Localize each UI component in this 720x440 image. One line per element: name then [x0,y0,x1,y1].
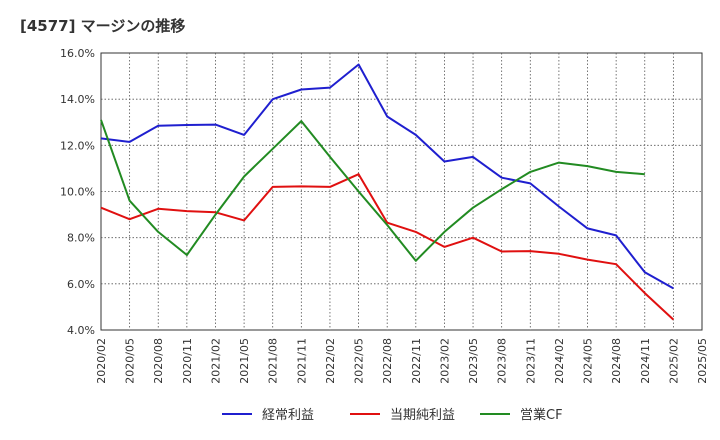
y-tick-label: 16.0% [60,47,95,60]
x-tick-label: 2023/08 [496,338,509,384]
series-line-3 [100,119,645,262]
x-tick-label: 2023/02 [438,338,451,384]
x-tick-label: 2023/11 [524,338,537,384]
x-tick-label: 2024/02 [553,338,566,384]
legend-label: 当期純利益 [390,408,455,423]
series-line-2 [100,173,675,321]
x-tick-label: 2020/02 [95,338,108,384]
x-tick-label: 2021/11 [295,338,308,384]
y-tick-label: 14.0% [60,93,95,106]
x-tick-label: 2024/08 [610,338,623,384]
y-tick-label: 6.0% [67,278,95,291]
series-line-1 [100,63,674,290]
x-tick-label: 2022/11 [410,338,423,384]
x-tick-label: 2024/11 [639,338,652,384]
plot-area [100,52,703,331]
y-tick-label: 12.0% [60,139,95,152]
x-tick-label: 2025/02 [667,338,680,384]
chart-title: [4577] マージンの推移 [20,17,185,35]
grid-lines [101,53,702,330]
legend: 経常利益 当期純利益 営業CF [222,407,563,423]
y-tick-label: 4.0% [67,324,95,337]
x-tick-label: 2022/05 [353,338,366,384]
legend-label: 経常利益 [262,408,314,423]
y-axis-ticks: 4.0% 6.0% 8.0% 10.0% 12.0% 14.0% 16.0% [60,47,95,337]
x-tick-label: 2020/05 [124,338,137,384]
legend-label: 営業CF [520,407,563,423]
x-tick-label: 2020/11 [181,338,194,384]
x-tick-label: 2023/05 [467,338,480,384]
x-tick-label: 2021/05 [238,338,251,384]
series-lines [100,63,675,321]
y-tick-label: 10.0% [60,186,95,199]
x-tick-label: 2020/08 [152,338,165,384]
x-tick-label: 2021/08 [267,338,280,384]
x-tick-label: 2021/02 [209,338,222,384]
x-tick-label: 2025/05 [696,338,709,384]
x-tick-label: 2022/08 [381,338,394,384]
x-tick-label: 2024/05 [582,338,595,384]
x-axis-ticks: 2020/02 2020/05 2020/08 2020/11 2021/02 2021/… [95,338,709,384]
x-tick-label: 2022/02 [324,338,337,384]
y-tick-label: 8.0% [67,232,95,245]
